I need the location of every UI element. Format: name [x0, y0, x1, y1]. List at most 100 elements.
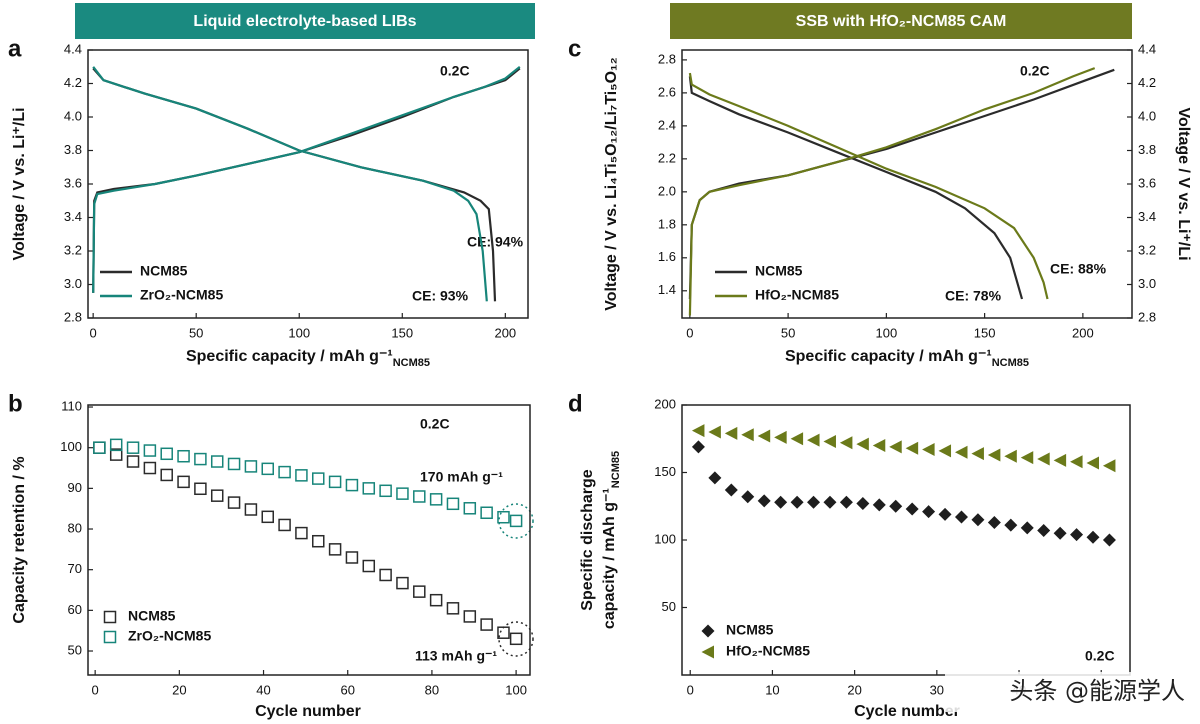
point [987, 515, 1001, 529]
x-tick-label: 50 [781, 325, 795, 340]
curve [92, 67, 521, 293]
point [278, 518, 291, 532]
point [413, 490, 426, 503]
point [446, 602, 460, 615]
point [1020, 521, 1034, 535]
point [856, 437, 869, 451]
point [295, 469, 308, 482]
x-tick-label: 0 [687, 682, 694, 697]
curve [92, 65, 521, 293]
y2-tick-label: 3.0 [1138, 276, 1156, 291]
legend-label: ZrO₂-NCM85 [128, 628, 211, 644]
point [93, 441, 106, 454]
x-tick-label: 150 [391, 325, 413, 340]
point [1086, 530, 1100, 544]
y-tick-label: 1.6 [658, 249, 676, 264]
y-tick-label: 2.8 [658, 51, 676, 66]
point [379, 568, 392, 582]
point [774, 495, 788, 509]
point [497, 510, 510, 524]
point [1004, 518, 1018, 532]
point [708, 425, 721, 439]
point [160, 447, 173, 461]
point [971, 447, 984, 461]
y2-tick-label: 4.0 [1138, 108, 1156, 123]
point [227, 496, 241, 509]
point [839, 436, 853, 450]
y-tick-label: 3.0 [64, 276, 82, 291]
point [823, 434, 836, 448]
point [1102, 533, 1116, 547]
point [757, 429, 771, 443]
point [905, 441, 919, 455]
point [312, 472, 325, 485]
point [1053, 526, 1067, 540]
x-tick-label: 200 [1072, 325, 1094, 340]
y-tick-label: 4.2 [64, 75, 82, 90]
curve [92, 66, 488, 302]
point [807, 495, 821, 509]
y-tick-label: 100 [60, 439, 82, 454]
point [691, 440, 705, 454]
point [856, 497, 870, 511]
point [463, 610, 477, 623]
point [194, 452, 207, 466]
point [261, 510, 274, 524]
point [429, 493, 443, 506]
x-axis-label-text: Specific capacity / mAh g⁻¹ [186, 348, 393, 365]
annotation: 0.2C [420, 416, 450, 432]
point [724, 426, 738, 440]
point [938, 444, 952, 458]
curve [688, 67, 1096, 316]
panel-label: a [8, 35, 22, 62]
legend-swatch [701, 624, 715, 638]
point [160, 468, 173, 482]
y-tick-label: 3.4 [64, 209, 82, 224]
y-tick-label: 90 [68, 480, 82, 495]
x-tick-label: 150 [974, 325, 996, 340]
y-tick-label: 50 [662, 599, 676, 614]
point [177, 449, 190, 463]
point [1086, 456, 1100, 470]
y-tick-label: 4.4 [64, 41, 82, 56]
point [497, 626, 510, 639]
x-tick-label: 200 [494, 325, 516, 340]
point [261, 462, 274, 476]
annotation: 0.2C [1020, 63, 1050, 79]
x-tick-label: 10 [765, 682, 779, 697]
annotation: 113 mAh g⁻¹ [415, 648, 497, 664]
point [839, 495, 853, 509]
point [93, 441, 106, 454]
point [429, 593, 443, 607]
x-tick-label: 0 [90, 325, 97, 340]
point [774, 430, 787, 444]
y2-tick-label: 3.6 [1138, 175, 1156, 190]
x-tick-label: 100 [876, 325, 898, 340]
point [244, 460, 258, 473]
y-axis-label: Specific discharge [579, 469, 596, 610]
point [741, 428, 754, 442]
legend-swatch [701, 645, 714, 659]
x-tick-label: 0 [92, 682, 99, 697]
y-axis-label: capacity / mAh g⁻¹NCM85 [601, 451, 622, 629]
point [708, 471, 722, 485]
y-tick-label: 70 [68, 561, 82, 576]
point [905, 502, 919, 516]
y-tick-label: 110 [61, 398, 82, 413]
x-axis-label: Cycle number [255, 703, 361, 720]
y-axis-label-text: capacity / mAh g⁻¹ [601, 488, 618, 629]
point [1102, 459, 1116, 473]
annotation: 0.2C [1085, 648, 1115, 664]
point [109, 448, 123, 461]
point [1070, 455, 1083, 469]
point [509, 514, 523, 528]
banner-bg [670, 3, 1132, 39]
annotation: CE: 93% [412, 288, 469, 304]
point [345, 551, 359, 564]
point [1037, 524, 1051, 538]
charts: a0 50 100 150 2002.83.03.23.43.63.84.04.24.4… [8, 35, 1192, 720]
panel-label: b [8, 390, 23, 417]
point [446, 497, 460, 511]
point [227, 457, 241, 471]
y-tick-label: 4.0 [64, 108, 82, 123]
